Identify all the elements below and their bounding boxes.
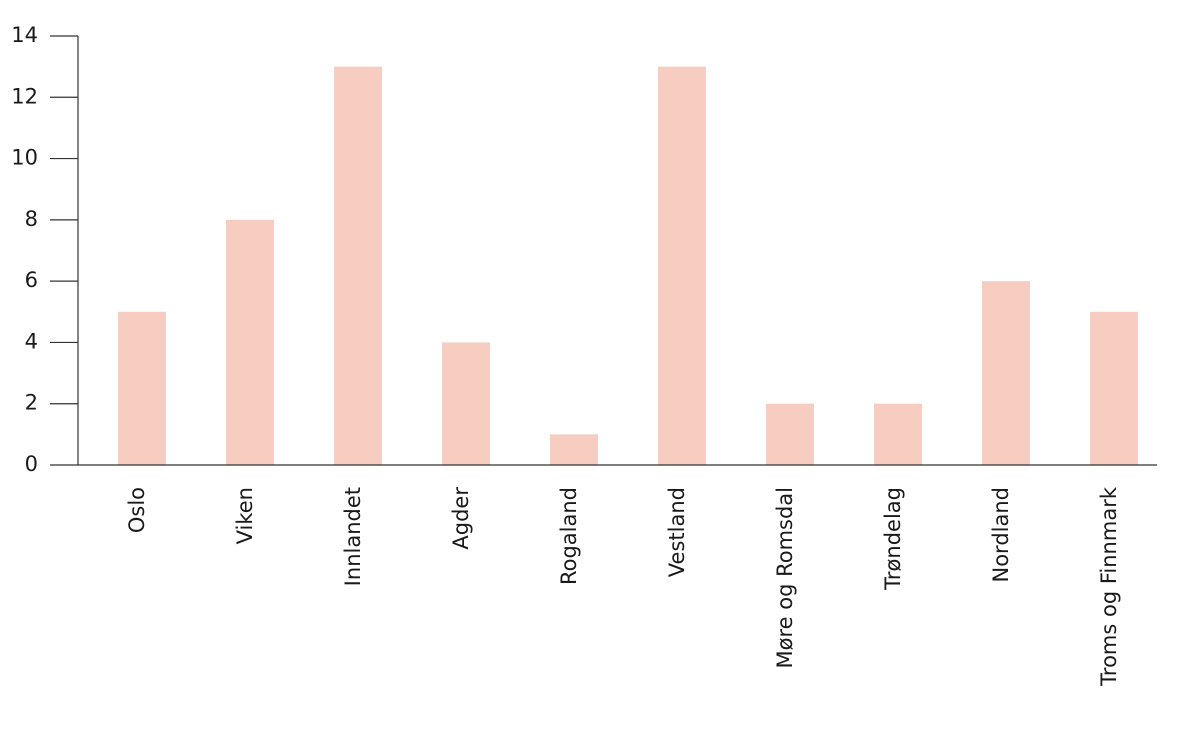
bar	[658, 66, 706, 466]
x-tick-label: Rogaland	[557, 487, 581, 585]
x-tick-label: Agder	[449, 487, 473, 550]
bar	[1090, 311, 1138, 465]
x-tick-label: Innlandet	[341, 487, 365, 586]
x-tick-label: Nordland	[989, 487, 1013, 583]
y-tick-label: 6	[25, 268, 38, 292]
x-tick-label: Oslo	[125, 487, 149, 533]
x-tick-label: Trøndelag	[881, 487, 905, 591]
bar	[766, 403, 814, 465]
x-tick-label: Troms og Finnmark	[1097, 486, 1121, 687]
x-tick-label: Møre og Romsdal	[773, 487, 797, 669]
bar	[982, 281, 1030, 465]
y-tick-label: 10	[11, 146, 38, 170]
bar	[226, 219, 274, 465]
y-tick-label: 12	[11, 84, 38, 108]
bar	[874, 403, 922, 465]
bar	[442, 342, 490, 465]
y-tick-label: 8	[25, 207, 38, 231]
bar	[550, 434, 598, 465]
x-tick-label: Vestland	[665, 487, 689, 577]
bar	[334, 66, 382, 466]
y-tick-label: 2	[25, 391, 38, 415]
y-tick-label: 4	[25, 329, 38, 353]
y-tick-label: 0	[25, 452, 38, 476]
y-tick-label: 14	[11, 23, 38, 47]
bar	[118, 311, 166, 465]
x-tick-label: Viken	[233, 487, 257, 544]
